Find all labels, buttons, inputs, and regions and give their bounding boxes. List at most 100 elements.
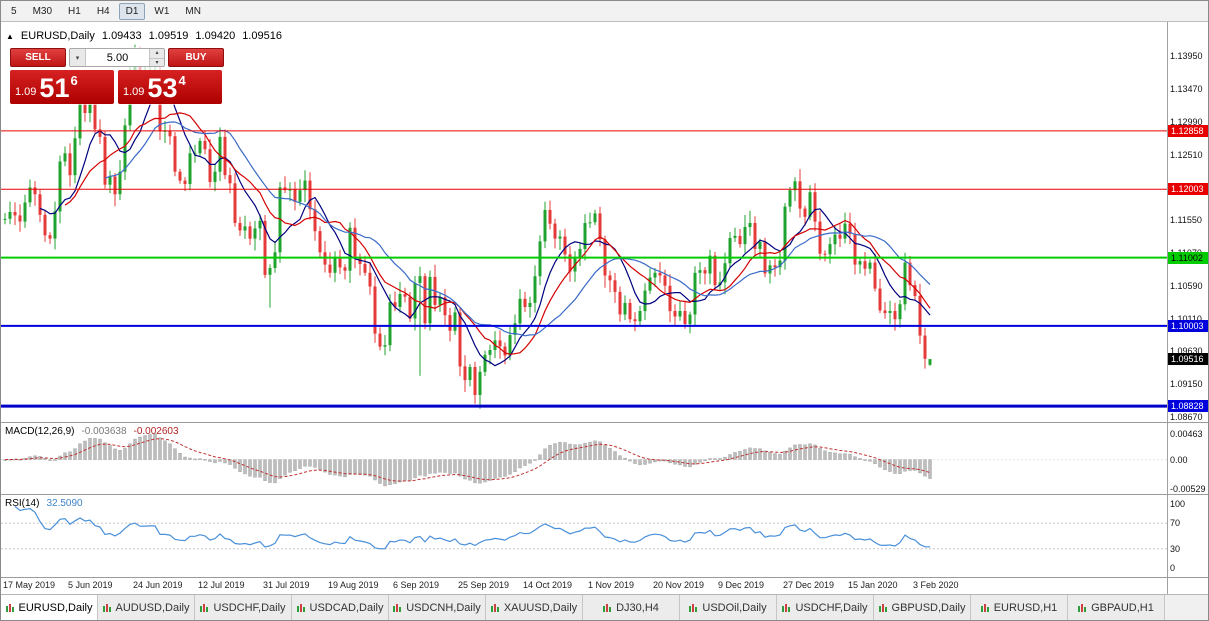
time-axis-label: 20 Nov 2019 [653,580,705,590]
chart-tab-label: USDOil,Daily [702,601,767,614]
time-axis-label: 14 Oct 2019 [523,580,573,590]
price-tick-label: 1.11550 [1170,215,1202,225]
rsi-line [14,505,930,550]
current-price-badge: 1.09516 [1168,353,1208,365]
chart-tab-eurusd-daily[interactable]: EURUSD,Daily [1,595,98,620]
mini-chart-icon [102,603,112,612]
time-axis-label: 3 Feb 2020 [913,580,959,590]
sell-button[interactable]: SELL [10,48,66,67]
chart-tab-usdchf-daily[interactable]: USDCHF,Daily [195,595,292,620]
timeframe-button-5[interactable]: 5 [11,5,17,17]
macd-histogram [3,433,932,487]
price-tick-label: 1.10590 [1170,281,1203,291]
macd-name: MACD(12,26,9) [5,426,75,437]
ma-line-21 [104,121,931,337]
time-axis-label: 9 Dec 2019 [718,580,765,590]
ohlc-close: 1.09516 [242,30,282,42]
chart-tab-label: USDCNH,Daily [406,601,481,614]
time-axis-label: 24 Jun 2019 [133,580,183,590]
timeframe-button-mn[interactable]: MN [185,5,201,17]
volume-control: ▾ ▴ ▾ [69,48,165,67]
sell-big-figure: 1.09 [15,86,37,98]
price-tick-label: 1.08670 [1170,412,1203,422]
one-click-collapse-icon[interactable]: ▲ [6,31,14,41]
macd-axis-label: 0.00 [1170,455,1188,465]
chart-tab-label: AUDUSD,Daily [115,601,190,614]
chart-tab-label: USDCAD,Daily [309,601,384,614]
volume-spin-down-icon[interactable]: ▾ [150,59,164,66]
time-axis-label: 17 May 2019 [3,580,56,590]
time-axis-label: 19 Aug 2019 [328,580,379,590]
mini-chart-icon [878,603,888,612]
mini-chart-icon [980,603,990,612]
buy-price-box[interactable]: 1.09 53 4 [118,70,222,104]
timeframe-button-d1[interactable]: D1 [118,2,146,20]
volume-input[interactable] [86,49,149,66]
chart-tab-dj30-h4[interactable]: DJ30,H4 [583,595,680,620]
time-axis-label: 6 Sep 2019 [393,580,440,590]
price-tick-label: 1.13470 [1170,84,1203,94]
mini-chart-icon [393,603,402,612]
time-axis-label: 1 Nov 2019 [588,580,635,590]
time-axis-label: 31 Jul 2019 [263,580,310,590]
price-line-badge: 1.12858 [1168,125,1208,137]
sell-pips: 51 [39,73,70,103]
sell-price-box[interactable]: 1.09 51 6 [10,70,114,104]
volume-dropdown-icon[interactable]: ▾ [70,49,86,66]
price-line-badge: 1.12003 [1168,183,1208,195]
mini-chart-icon [603,603,612,612]
timeframe-button-w1[interactable]: W1 [154,5,170,17]
chart-tab-usdoil-daily[interactable]: USDOil,Daily [680,595,777,620]
chart-tab-label: USDCHF,Daily [795,601,868,614]
time-axis-label: 12 Jul 2019 [198,580,245,590]
timeframe-toolbar: 5 M30 H1 H4 D1 W1 MN [1,1,1208,22]
ohlc-open: 1.09433 [101,30,142,42]
chart-tab-xauusd-daily[interactable]: XAUUSD,Daily [486,595,583,620]
mini-chart-icon [782,603,791,612]
chart-tab-label: XAUUSD,Daily [503,601,578,614]
moving-averages-group [39,84,931,367]
price-line-badge: 1.10003 [1168,320,1208,332]
chart-tab-label: GBPUSD,Daily [891,601,966,614]
rsi-axis-label: 70 [1170,518,1181,528]
macd-signal-value: -0.002603 [133,426,179,437]
price-tick-label: 1.12990 [1170,117,1203,127]
chart-tab-usdchf-daily[interactable]: USDCHF,Daily [777,595,874,620]
chart-tab-label: GBPAUD,H1 [1091,601,1154,614]
buy-button[interactable]: BUY [168,48,224,67]
chart-tab-usdcnh-daily[interactable]: USDCNH,Daily [389,595,486,620]
chart-symbol-title: EURUSD,Daily [20,30,95,42]
price-tick-label: 1.09150 [1170,379,1203,389]
rsi-name: RSI(14) [5,498,40,509]
chart-tab-usdcad-daily[interactable]: USDCAD,Daily [292,595,389,620]
chart-tab-label: EURUSD,Daily [18,601,93,614]
mini-chart-icon [490,603,500,612]
chart-tab-gbpusd-daily[interactable]: GBPUSD,Daily [874,595,971,620]
price-tick-label: 1.10110 [1170,314,1202,324]
price-tick-label: 1.12510 [1170,150,1203,160]
one-click-trade-panel: SELL ▾ ▴ ▾ BUY 1.09 51 6 1.09 53 4 [9,47,225,105]
chart-tab-audusd-daily[interactable]: AUDUSD,Daily [98,595,195,620]
chart-tab-gbpaud-h1[interactable]: GBPAUD,H1 [1068,595,1165,620]
macd-main-value: -0.003638 [81,426,127,437]
volume-spin-up-icon[interactable]: ▴ [150,49,164,59]
mini-chart-icon [689,603,698,612]
macd-axis-label: 0.00463 [1170,429,1203,439]
ma-line-8 [39,84,931,367]
timeframe-button-m30[interactable]: M30 [32,5,53,17]
ma-line-13 [64,112,931,355]
chart-tab-eurusd-h1[interactable]: EURUSD,H1 [971,595,1068,620]
rsi-axis-label: 0 [1170,563,1176,573]
time-axis-label: 15 Jan 2020 [848,580,898,590]
timeframe-button-h1[interactable]: H1 [68,5,81,17]
chart-tab-label: DJ30,H4 [616,601,659,614]
timeframe-button-h4[interactable]: H4 [96,5,110,17]
chart-tab-label: EURUSD,H1 [993,601,1058,614]
mini-chart-icon [296,603,306,612]
rsi-axis-label: 100 [1170,499,1186,509]
macd-signal-line [4,438,931,482]
price-tick-label: 1.13950 [1170,51,1203,61]
macd-indicator-label: MACD(12,26,9) -0.003638 -0.002603 [5,426,179,437]
mini-chart-icon [5,603,15,612]
